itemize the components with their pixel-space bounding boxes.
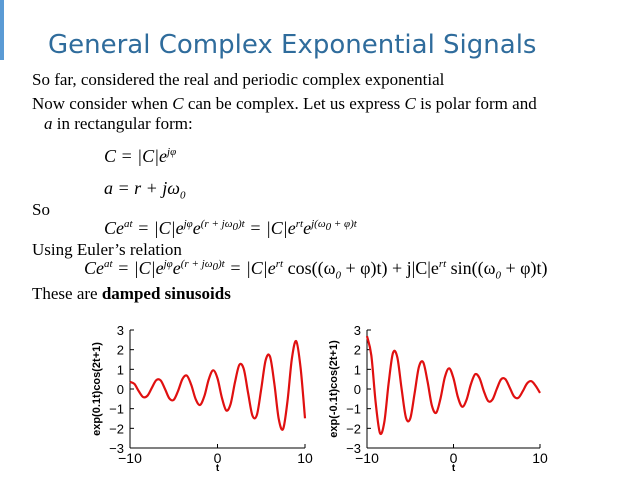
text: So	[32, 200, 50, 219]
math: (r + jω0)t	[200, 218, 245, 234]
slide-title: General Complex Exponential Signals	[48, 30, 537, 60]
math: j(ω0 + φ)t	[311, 218, 357, 234]
text: damped sinusoids	[101, 284, 231, 303]
y-tick-label: 3	[354, 323, 361, 338]
y-tick-label: 3	[117, 323, 124, 338]
math: = |C|e	[224, 258, 276, 278]
math: = |C|e	[132, 218, 184, 238]
math: + φ)t) + j|C|e	[340, 258, 439, 278]
math: C = |C|e	[104, 146, 168, 166]
accent-bar	[0, 0, 4, 60]
math: (r + jω	[180, 258, 213, 270]
text-line: Using Euler’s relation	[32, 240, 182, 260]
math: jφ	[163, 258, 173, 270]
math: j(ω	[311, 218, 326, 230]
math: 0	[232, 221, 238, 234]
math: 0	[180, 189, 186, 202]
y-tick-label: 2	[354, 343, 361, 358]
math: at	[104, 258, 113, 270]
math: )t	[217, 258, 225, 270]
text: a	[44, 114, 53, 133]
math: rt	[275, 258, 284, 270]
x-tick-label: 0	[450, 450, 458, 466]
math: + φ)t)	[501, 258, 548, 278]
math: 0	[212, 261, 218, 274]
math: rt	[295, 218, 304, 230]
y-tick-label: −1	[109, 402, 124, 417]
text: Now consider when	[32, 94, 173, 113]
y-tick-label: 2	[117, 343, 124, 358]
math: 0	[335, 269, 341, 282]
text-line: So far, considered the real and periodic…	[32, 70, 444, 90]
math: (r + jω	[200, 218, 233, 230]
math: a = r + jω	[104, 178, 181, 198]
x-tick-label: −10	[118, 450, 142, 466]
math: jφ	[167, 146, 177, 158]
equation: a = r + jω0	[104, 178, 186, 202]
math: e	[192, 218, 201, 238]
math: at	[124, 218, 133, 230]
y-tick-label: −3	[109, 441, 124, 456]
text-line: Now consider when C can be complex. Let …	[32, 94, 537, 114]
math: jφ	[183, 218, 193, 230]
text-line: These are damped sinusoids	[32, 284, 231, 304]
signal-curve	[129, 340, 307, 431]
y-tick-label: −3	[346, 441, 361, 456]
y-axis-label: exp(0.1t)cos(2t+1)	[91, 342, 103, 436]
x-tick-label: −10	[355, 450, 379, 466]
y-tick-label: −2	[346, 421, 361, 436]
math: = |C|e	[112, 258, 164, 278]
text: C	[172, 94, 184, 113]
equation: C = |C|ejφ	[104, 146, 176, 167]
y-tick-label: 0	[117, 382, 124, 397]
math: Ce	[84, 258, 104, 278]
math: sin((ω	[446, 258, 496, 278]
text: in rectangular form:	[52, 114, 193, 133]
x-tick-label: 10	[532, 450, 548, 466]
text-line: So	[32, 200, 50, 220]
math: e	[303, 218, 312, 238]
signal-curve	[365, 335, 541, 436]
x-axis-label: t	[216, 463, 220, 474]
y-tick-label: 1	[354, 362, 361, 377]
y-tick-label: −2	[109, 421, 124, 436]
text: is polar form and	[415, 94, 537, 113]
math: cos((ω	[283, 258, 336, 278]
math: + φ)t	[331, 218, 357, 230]
math: = |C|e	[244, 218, 296, 238]
equation: Ceat = |C|ejφe(r + jω0)t = |C|ertej(ω0 +…	[104, 218, 357, 239]
x-tick-label: 10	[297, 450, 313, 466]
math: (r + jω0)t	[180, 258, 225, 274]
text: So far, considered the real and periodic…	[32, 70, 445, 89]
text: These are	[32, 284, 102, 303]
y-axis-label: exp(-0.1t)cos(2t+1)	[328, 340, 340, 438]
math: rt	[438, 258, 447, 270]
x-axis-label: t	[452, 463, 456, 474]
math: 0	[495, 269, 502, 282]
text: C	[404, 94, 416, 113]
text: can be complex. Let us express	[183, 94, 405, 113]
text-line: a in rectangular form:	[44, 114, 193, 134]
y-tick-label: −1	[346, 402, 361, 417]
math: )t	[237, 218, 245, 230]
math: e	[172, 258, 181, 278]
math: 0	[325, 221, 332, 234]
x-tick-label: 0	[214, 450, 222, 466]
y-tick-label: 0	[354, 382, 361, 397]
y-tick-label: 1	[117, 362, 124, 377]
text: Using Euler’s relation	[32, 240, 182, 259]
equation: Ceat = |C|ejφe(r + jω0)t = |C|ert cos((ω…	[84, 258, 548, 282]
math: Ce	[104, 218, 124, 238]
